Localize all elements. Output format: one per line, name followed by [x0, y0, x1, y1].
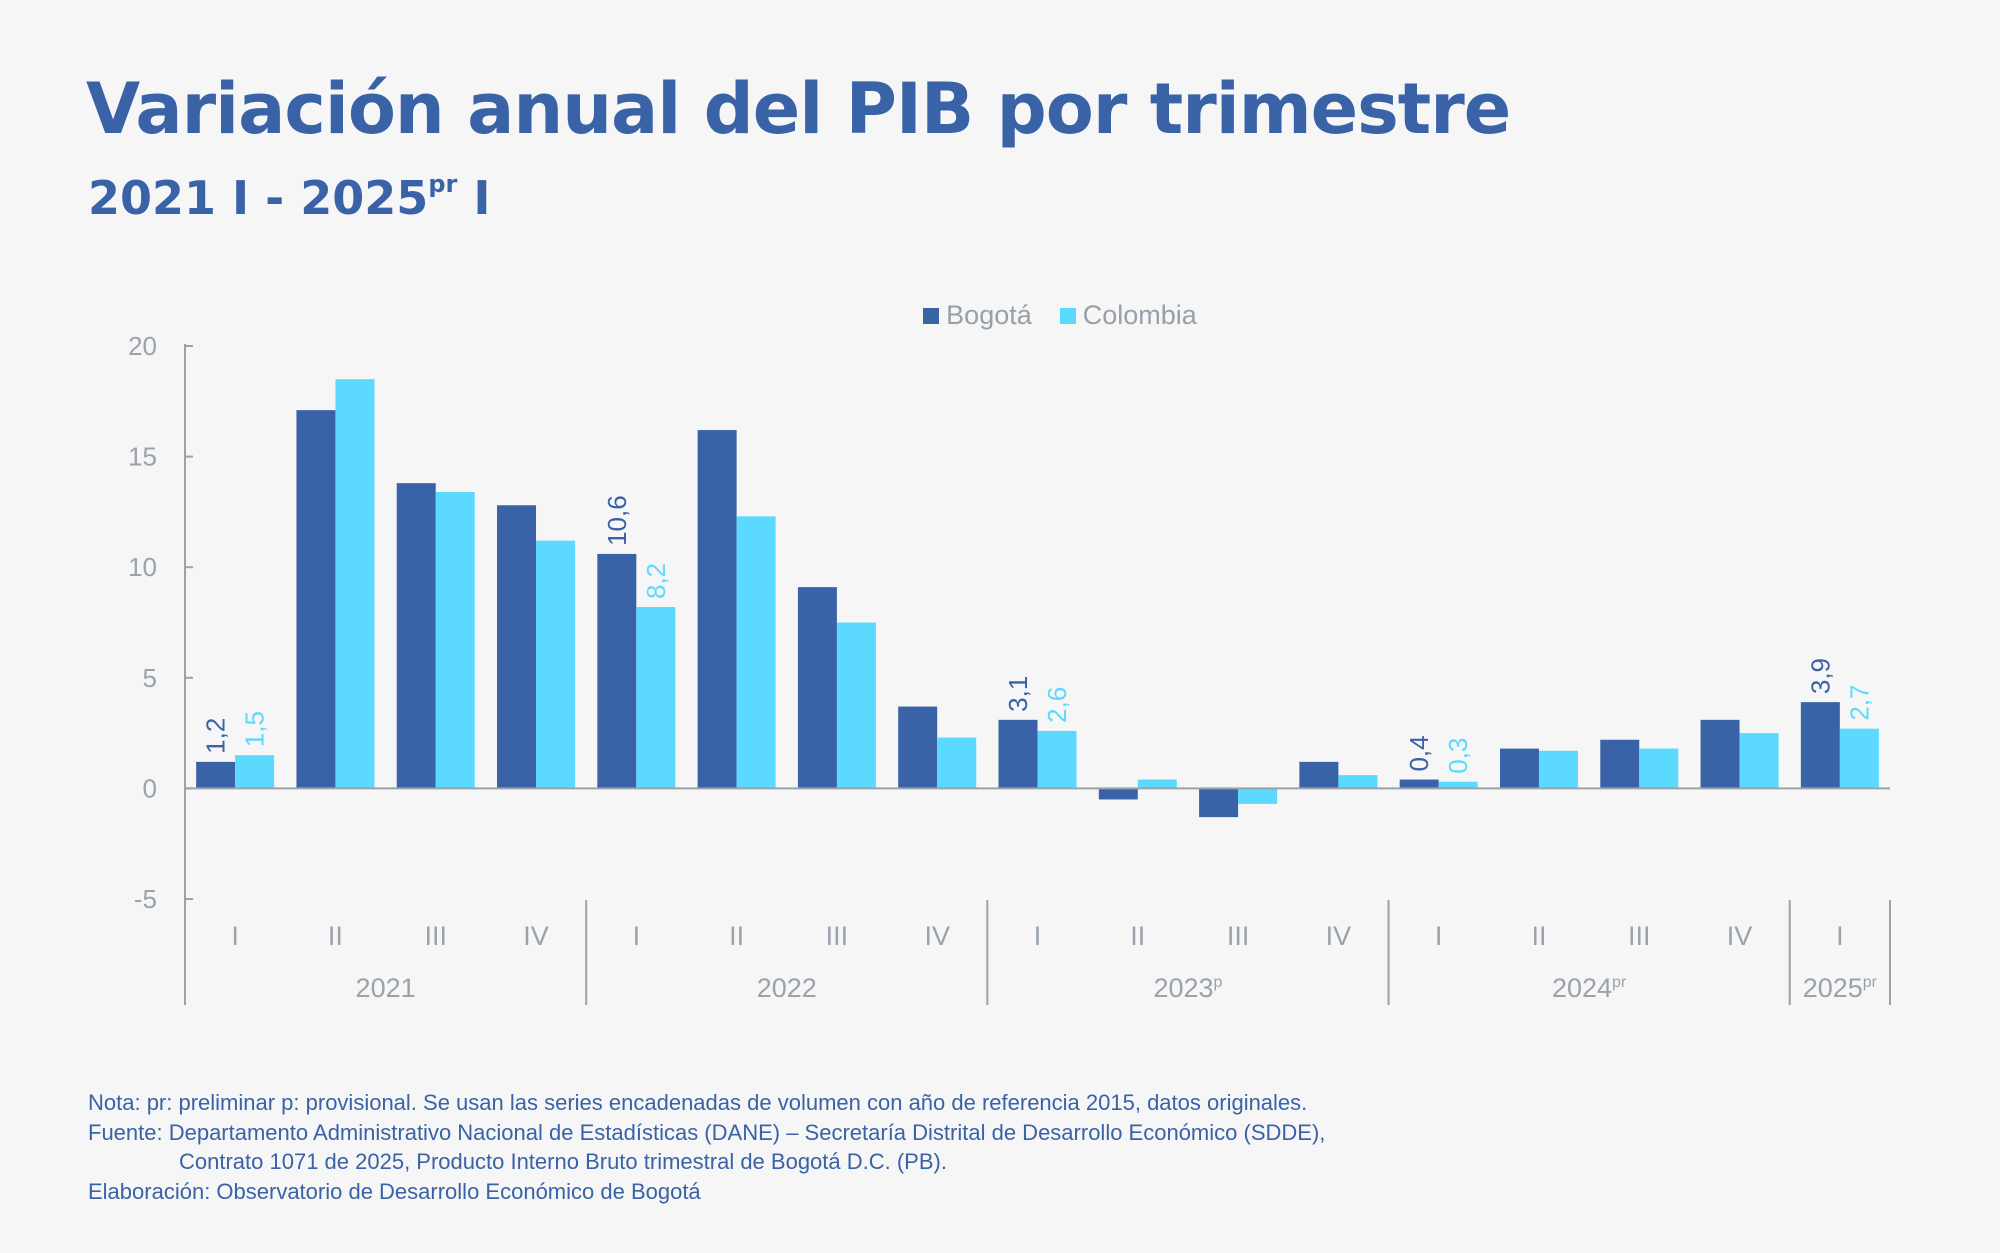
y-tick-label: 0	[143, 773, 157, 803]
bar-bogota	[1098, 788, 1138, 800]
chart-subtitle: 2021 I - 2025pr I	[88, 170, 490, 225]
year-superscript: pr	[1612, 974, 1627, 991]
bar-bogota	[1399, 779, 1439, 789]
bar-colombia	[937, 737, 977, 789]
footnote-note: Nota: pr: preliminar p: provisional. Se …	[88, 1090, 1308, 1115]
bar-bogota	[1600, 739, 1640, 789]
bar-colombia	[435, 491, 475, 789]
subtitle-end: I	[457, 171, 491, 225]
x-quarter-label: IV	[523, 921, 549, 951]
data-label: 0,3	[1443, 738, 1473, 774]
x-year-label: 2025pr	[1803, 973, 1878, 1003]
bar-bogota	[797, 587, 837, 789]
y-tick-label: 15	[128, 442, 157, 472]
bar-bogota	[296, 410, 336, 789]
data-label: 1,5	[240, 711, 270, 747]
x-quarter-label: II	[328, 921, 343, 951]
year-superscript: p	[1214, 974, 1223, 991]
bar-colombia	[335, 379, 375, 789]
bar-bogota	[1199, 788, 1239, 818]
bar-colombia	[536, 540, 576, 789]
y-tick-label: 10	[128, 552, 157, 582]
bar-colombia	[1037, 730, 1077, 789]
x-quarter-label: IV	[924, 921, 950, 951]
bar-colombia	[636, 607, 676, 789]
legend-label-colombia: Colombia	[1082, 300, 1197, 330]
x-year-label: 2021	[356, 973, 416, 1003]
data-label: 0,4	[1404, 735, 1434, 771]
data-label: 3,1	[1003, 676, 1033, 712]
year-superscript: pr	[1863, 974, 1878, 991]
x-year-label: 2023p	[1153, 973, 1222, 1003]
bar-colombia	[1338, 775, 1378, 789]
legend-label-bogota: Bogotá	[946, 300, 1032, 330]
data-label: 10,6	[602, 495, 632, 546]
bar-colombia	[1238, 788, 1278, 804]
y-tick-label: 20	[128, 331, 157, 361]
footnote-source-continued: Contrato 1071 de 2025, Producto Interno …	[179, 1149, 947, 1174]
bar-bogota	[1800, 702, 1840, 789]
bar-colombia	[736, 516, 776, 789]
legend-swatch-colombia	[1059, 307, 1076, 324]
x-quarter-label: I	[1836, 921, 1844, 951]
x-year-label: 2024pr	[1552, 973, 1627, 1003]
x-quarter-label: III	[1227, 921, 1250, 951]
bar-colombia	[836, 622, 876, 789]
subtitle-start: 2021 I - 2025	[88, 171, 429, 225]
bar-bogota	[1299, 761, 1339, 789]
x-quarter-label: I	[1435, 921, 1443, 951]
bar-bogota	[697, 430, 737, 789]
legend-swatch-bogota	[923, 307, 940, 324]
data-label: 2,7	[1844, 685, 1874, 721]
bar-bogota	[396, 483, 436, 789]
x-quarter-label: I	[231, 921, 239, 951]
legend-item-colombia: Colombia	[1059, 300, 1197, 331]
bar-bogota	[196, 761, 236, 789]
bar-bogota	[1499, 748, 1539, 789]
footnote-elaboration: Elaboración: Observatorio de Desarrollo …	[88, 1178, 701, 1204]
x-quarter-label: I	[633, 921, 641, 951]
bar-colombia	[1538, 750, 1578, 789]
bar-colombia	[235, 755, 275, 789]
x-quarter-label: II	[1531, 921, 1546, 951]
bar-bogota	[898, 706, 938, 789]
x-quarter-label: III	[826, 921, 849, 951]
footnotes: Nota: pr: preliminar p: provisional. Se …	[88, 1088, 1325, 1206]
bar-colombia	[1739, 733, 1779, 789]
chart-title: Variación anual del PIB por trimestre	[86, 68, 1511, 150]
x-quarter-label: III	[424, 921, 447, 951]
bar-bogota	[497, 505, 537, 789]
bar-colombia	[1438, 781, 1478, 789]
bar-colombia	[1839, 728, 1879, 789]
data-label: 2,6	[1042, 687, 1072, 723]
footnote-source: Fuente: Departamento Administrativo Naci…	[88, 1119, 1326, 1145]
x-quarter-label: III	[1628, 921, 1651, 951]
bar-bogota	[1700, 719, 1740, 789]
data-label: 3,9	[1805, 658, 1835, 694]
data-label: 8,2	[641, 563, 671, 599]
subtitle-superscript: pr	[428, 170, 458, 198]
bar-bogota	[597, 553, 637, 789]
legend: Bogotá Colombia	[0, 300, 2000, 331]
legend-item-bogota: Bogotá	[923, 300, 1032, 331]
data-label: 1,2	[201, 718, 231, 754]
x-quarter-label: II	[1130, 921, 1145, 951]
bar-colombia	[1137, 779, 1177, 789]
x-quarter-label: II	[729, 921, 744, 951]
x-quarter-label: I	[1034, 921, 1042, 951]
bar-bogota	[998, 719, 1038, 789]
y-tick-label: -5	[134, 884, 157, 914]
y-tick-label: 5	[143, 663, 157, 693]
x-quarter-label: IV	[1727, 921, 1753, 951]
x-quarter-label: IV	[1326, 921, 1352, 951]
x-year-label: 2022	[757, 973, 817, 1003]
bar-colombia	[1639, 748, 1679, 789]
